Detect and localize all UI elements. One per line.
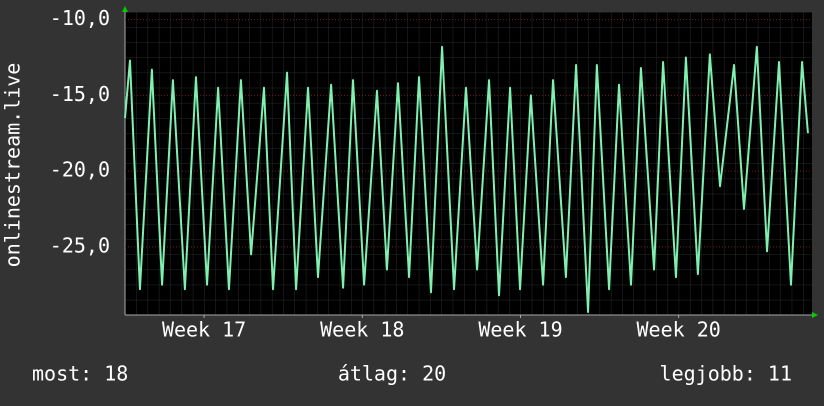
x-tick-label: Week 18 bbox=[320, 318, 404, 342]
x-tick-label: Week 17 bbox=[162, 318, 246, 342]
axis-arrow bbox=[812, 312, 818, 318]
footer-stat: most: 18 bbox=[32, 362, 128, 386]
y-tick-label: -20,0 bbox=[50, 158, 110, 182]
y-tick-label: -25,0 bbox=[50, 233, 110, 257]
y-axis-label: onlinestream.live bbox=[1, 63, 25, 268]
y-tick-label: -15,0 bbox=[50, 82, 110, 106]
footer-stat: átlag: 20 bbox=[338, 362, 446, 386]
axis-arrow bbox=[122, 6, 128, 12]
y-tick-label: -10,0 bbox=[50, 6, 110, 30]
x-tick-label: Week 20 bbox=[637, 318, 721, 342]
data-line bbox=[124, 45, 809, 313]
footer-stat: legjobb: 11 bbox=[660, 362, 792, 386]
x-tick-label: Week 19 bbox=[478, 318, 562, 342]
